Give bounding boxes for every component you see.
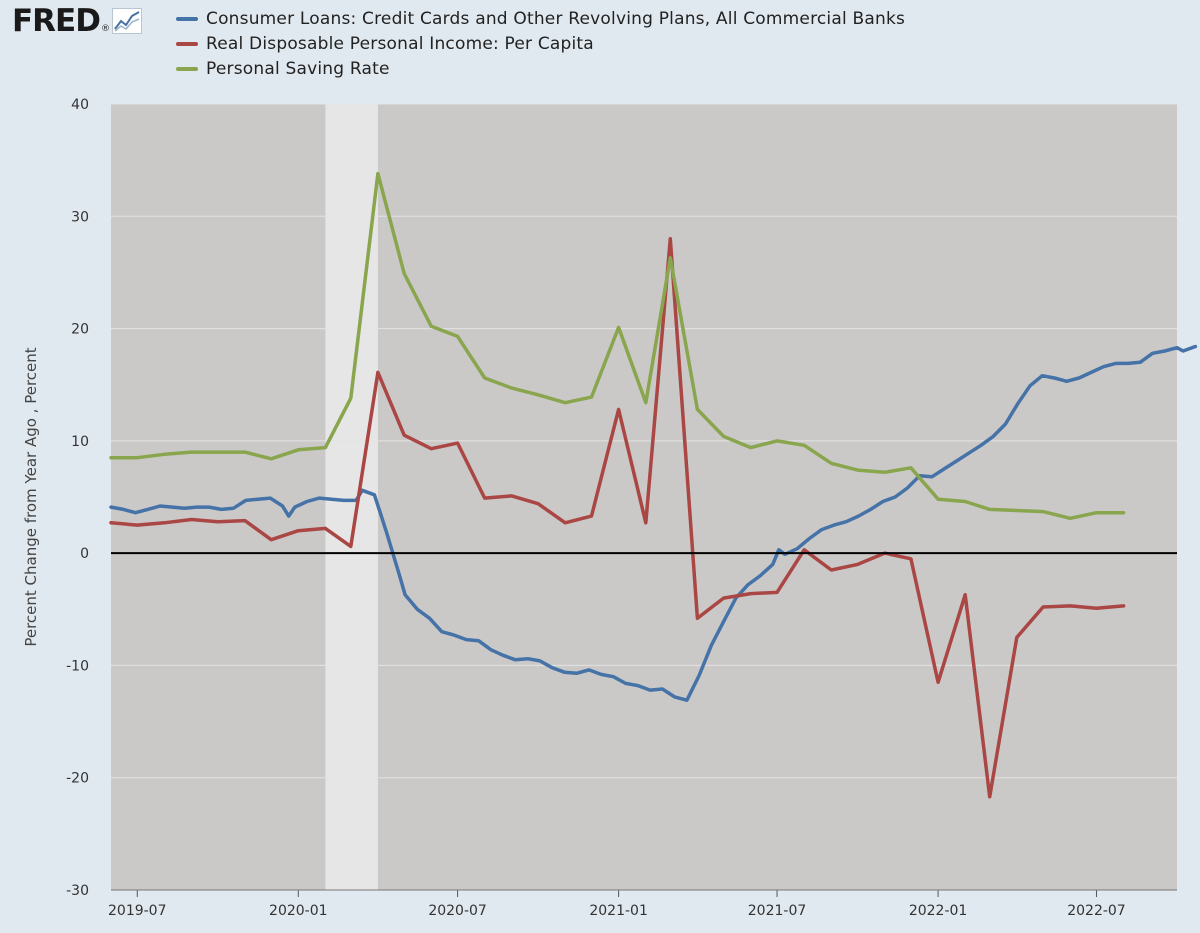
y-tick-label: 30 <box>71 209 89 225</box>
x-tick-label: 2020-07 <box>428 903 487 919</box>
x-tick-label: 2020-01 <box>269 903 328 919</box>
y-tick-label: 10 <box>71 434 89 450</box>
legend-label: Consumer Loans: Credit Cards and Other R… <box>206 8 906 29</box>
legend-item-credit-cards[interactable]: Consumer Loans: Credit Cards and Other R… <box>176 6 905 31</box>
y-tick-label: 20 <box>71 322 89 338</box>
y-tick-label: -10 <box>66 658 89 674</box>
x-tick-label: 2021-07 <box>748 903 807 919</box>
y-tick-label: 0 <box>80 546 89 562</box>
legend-swatch-red <box>176 41 198 46</box>
legend-label: Personal Saving Rate <box>206 58 390 79</box>
legend-item-disposable-income[interactable]: Real Disposable Personal Income: Per Cap… <box>176 31 905 56</box>
legend-swatch-green <box>176 66 198 71</box>
chart-legend: Consumer Loans: Credit Cards and Other R… <box>176 6 905 81</box>
legend-label: Real Disposable Personal Income: Per Cap… <box>206 33 594 54</box>
x-tick-label: 2022-07 <box>1067 903 1126 919</box>
series-line-1 <box>109 236 1126 799</box>
legend-item-saving-rate[interactable]: Personal Saving Rate <box>176 56 905 81</box>
y-tick-label: 40 <box>71 97 89 113</box>
y-tick-label: -20 <box>66 771 89 787</box>
registered-mark: ® <box>100 24 110 34</box>
series-line-2 <box>109 171 1126 521</box>
fred-logo[interactable]: FRED ® <box>12 6 142 37</box>
x-tick-label: 2022-01 <box>909 903 968 919</box>
y-tick-label: -30 <box>66 883 89 899</box>
logo-text: FRED <box>12 3 101 39</box>
x-tick-label: 2019-07 <box>108 903 167 919</box>
recession-band <box>325 104 378 890</box>
plot-area <box>111 104 1177 890</box>
series-line-0 <box>109 344 1198 702</box>
x-tick-label: 2021-01 <box>589 903 648 919</box>
legend-swatch-blue <box>176 16 198 21</box>
line-chart-icon <box>111 8 142 34</box>
